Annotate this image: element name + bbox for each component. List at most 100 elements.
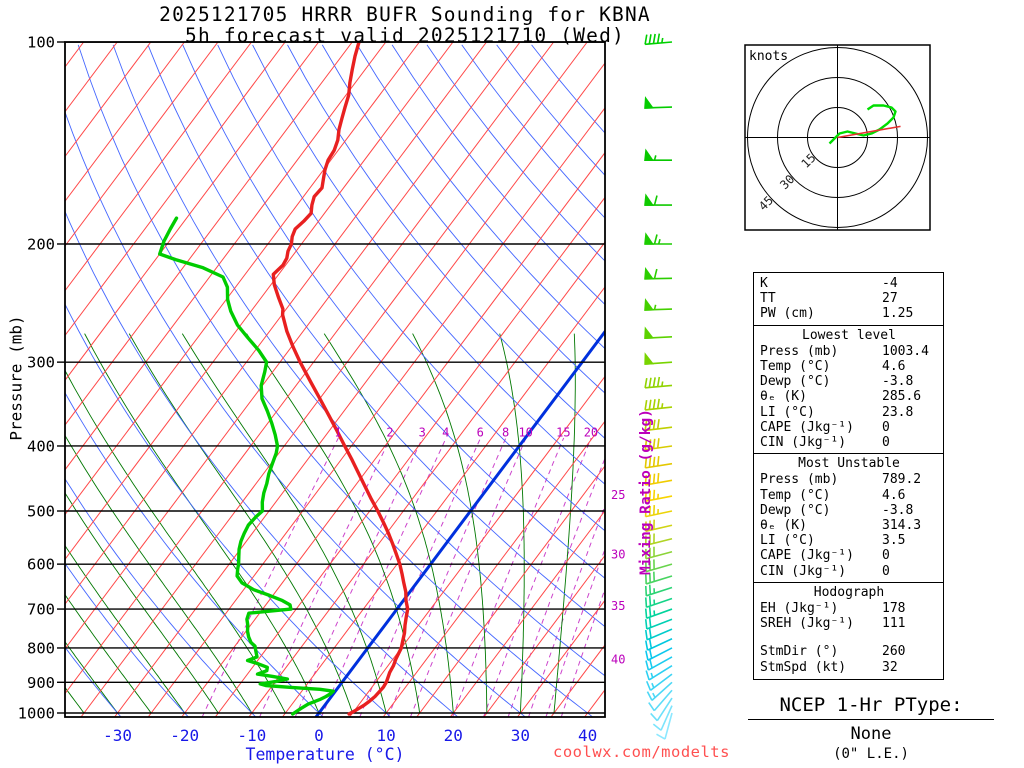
- ptype-value: None: [850, 724, 892, 744]
- svg-text:100: 100: [27, 34, 55, 52]
- wind-barb: [646, 681, 673, 701]
- wind-barb: [644, 505, 673, 518]
- stats-row-value: 314.3: [882, 518, 922, 534]
- svg-text:6: 6: [477, 426, 484, 440]
- stats-row-value: -3.8: [882, 374, 914, 390]
- svg-text:-30: -30: [103, 726, 132, 745]
- stats-row: StmDir (°) 260: [760, 644, 938, 659]
- stats-row-label: θₑ (K): [760, 518, 807, 534]
- stats-row-label: Press (mb): [760, 472, 839, 488]
- stats-row-value: [882, 631, 938, 644]
- stats-row-value: 23.8: [882, 404, 914, 420]
- wind-barb: [644, 472, 673, 486]
- plot-border: [64, 41, 606, 718]
- wind-barb: [644, 438, 673, 451]
- svg-text:10: 10: [377, 726, 396, 745]
- stats-row-label: CAPE (Jkg⁻¹): [760, 419, 854, 435]
- stats-row-value: 0: [882, 435, 890, 451]
- stats-section-title: Lowest level: [802, 327, 896, 343]
- temperature-profile: [271, 42, 410, 716]
- svg-text:40: 40: [611, 652, 625, 666]
- storm-motion-vector: [837, 125, 901, 139]
- stats-row-value: 178: [882, 601, 906, 617]
- plot-area: [65, 42, 605, 717]
- watermark: coolwx.com/modelts: [553, 743, 730, 761]
- stats-row: LI (°C) 3.5: [760, 533, 938, 548]
- svg-text:1: 1: [334, 426, 341, 440]
- mixing-ratio-axis-label: Mixing Ratio (g/kg): [638, 409, 654, 575]
- wind-barb: [656, 712, 673, 740]
- stats-row: SREH (Jkg⁻¹) 111: [760, 616, 938, 631]
- stats-row-label: Dewp (°C): [760, 502, 831, 518]
- stats-row-value: 1003.4: [882, 343, 929, 359]
- svg-text:2: 2: [386, 426, 393, 440]
- wind-barbs: [644, 33, 673, 740]
- wind-barb: [645, 664, 673, 681]
- stats-row: CAPE (Jkg⁻¹) 0: [760, 548, 938, 563]
- stats-row-value: 32: [882, 659, 898, 675]
- stats-row: Press (mb) 1003.4: [760, 344, 938, 359]
- wind-barb: [644, 456, 673, 469]
- ptype-liquid-equivalent: (0" L.E.): [833, 746, 909, 762]
- stats-row-label: Temp (°C): [760, 487, 831, 503]
- svg-text:500: 500: [27, 503, 55, 521]
- stats-section-title: Hodograph: [813, 584, 885, 600]
- stats-row: TT 27: [760, 291, 938, 306]
- stats-row-value: 4.6: [882, 359, 906, 375]
- wind-barb: [644, 596, 673, 609]
- wind-barb: [644, 628, 673, 641]
- wind-barb: [645, 647, 673, 661]
- stats-row: Press (mb) 789.2: [760, 472, 938, 487]
- stats-section: Most Unstable Press (mb) 789.2 Temp (°C) 4.6…: [754, 453, 943, 579]
- stats-row-value: 260: [882, 644, 906, 660]
- stats-row-label: Dewp (°C): [760, 374, 831, 390]
- svg-text:10: 10: [518, 426, 532, 440]
- stats-row-label: StmDir (°): [760, 644, 839, 660]
- pressure-axis-label: Pressure (mb): [6, 315, 26, 441]
- stats-row: K -4: [760, 276, 938, 291]
- stats-row-label: EH (Jkg⁻¹): [760, 601, 839, 617]
- stats-row: LI (°C) 23.8: [760, 405, 938, 420]
- wind-barb: [645, 656, 673, 671]
- svg-text:15: 15: [556, 426, 570, 440]
- stats-row: EH (Jkg⁻¹) 178: [760, 601, 938, 616]
- wind-barb: [645, 559, 673, 573]
- stats-row-value: 285.6: [882, 389, 922, 405]
- svg-text:900: 900: [27, 674, 55, 692]
- wind-barb: [644, 637, 673, 651]
- stats-row-value: 1.25: [882, 306, 914, 322]
- stats-row: Temp (°C) 4.6: [760, 488, 938, 503]
- wind-barb: [644, 232, 672, 245]
- svg-text:0: 0: [314, 726, 324, 745]
- svg-text:8: 8: [502, 426, 509, 440]
- stats-row-label: K: [760, 276, 768, 291]
- wind-barb: [644, 267, 673, 280]
- stats-row-value: 0: [882, 548, 890, 564]
- wind-barb: [644, 584, 673, 597]
- chart-title-line1: 2025121705 HRRR BUFR Sounding for KBNA: [159, 3, 651, 26]
- svg-text:20: 20: [584, 426, 598, 440]
- stats-panel: K -4 TT 27 PW (cm) 1.25 Lowest level Press (mb)…: [753, 272, 944, 680]
- stats-row-label: CAPE (Jkg⁻¹): [760, 548, 854, 564]
- wind-barb: [644, 398, 673, 411]
- stats-row: Temp (°C) 4.6: [760, 359, 938, 374]
- temperature-axis-label: Temperature (°C): [245, 745, 405, 764]
- ptype-panel: NCEP 1-Hr PType: None (0" L.E.): [748, 694, 994, 762]
- stats-row-label: Temp (°C): [760, 359, 831, 375]
- stats-row-label: SREH (Jkg⁻¹): [760, 616, 854, 632]
- stats-row-value: 0: [882, 419, 890, 435]
- ptype-title: NCEP 1-Hr PType:: [748, 694, 994, 720]
- wind-barb: [644, 519, 673, 533]
- stats-row-label: θₑ (K): [760, 389, 807, 405]
- stats-row: CIN (Jkg⁻¹) 0: [760, 564, 938, 579]
- stats-row: [760, 631, 938, 644]
- svg-text:600: 600: [27, 556, 55, 574]
- wind-barb: [650, 697, 673, 722]
- wind-barb: [644, 617, 673, 630]
- wind-barb: [644, 571, 673, 585]
- stats-row-value: -3.8: [882, 502, 914, 518]
- svg-text:30: 30: [511, 726, 530, 745]
- wind-barb: [645, 533, 673, 547]
